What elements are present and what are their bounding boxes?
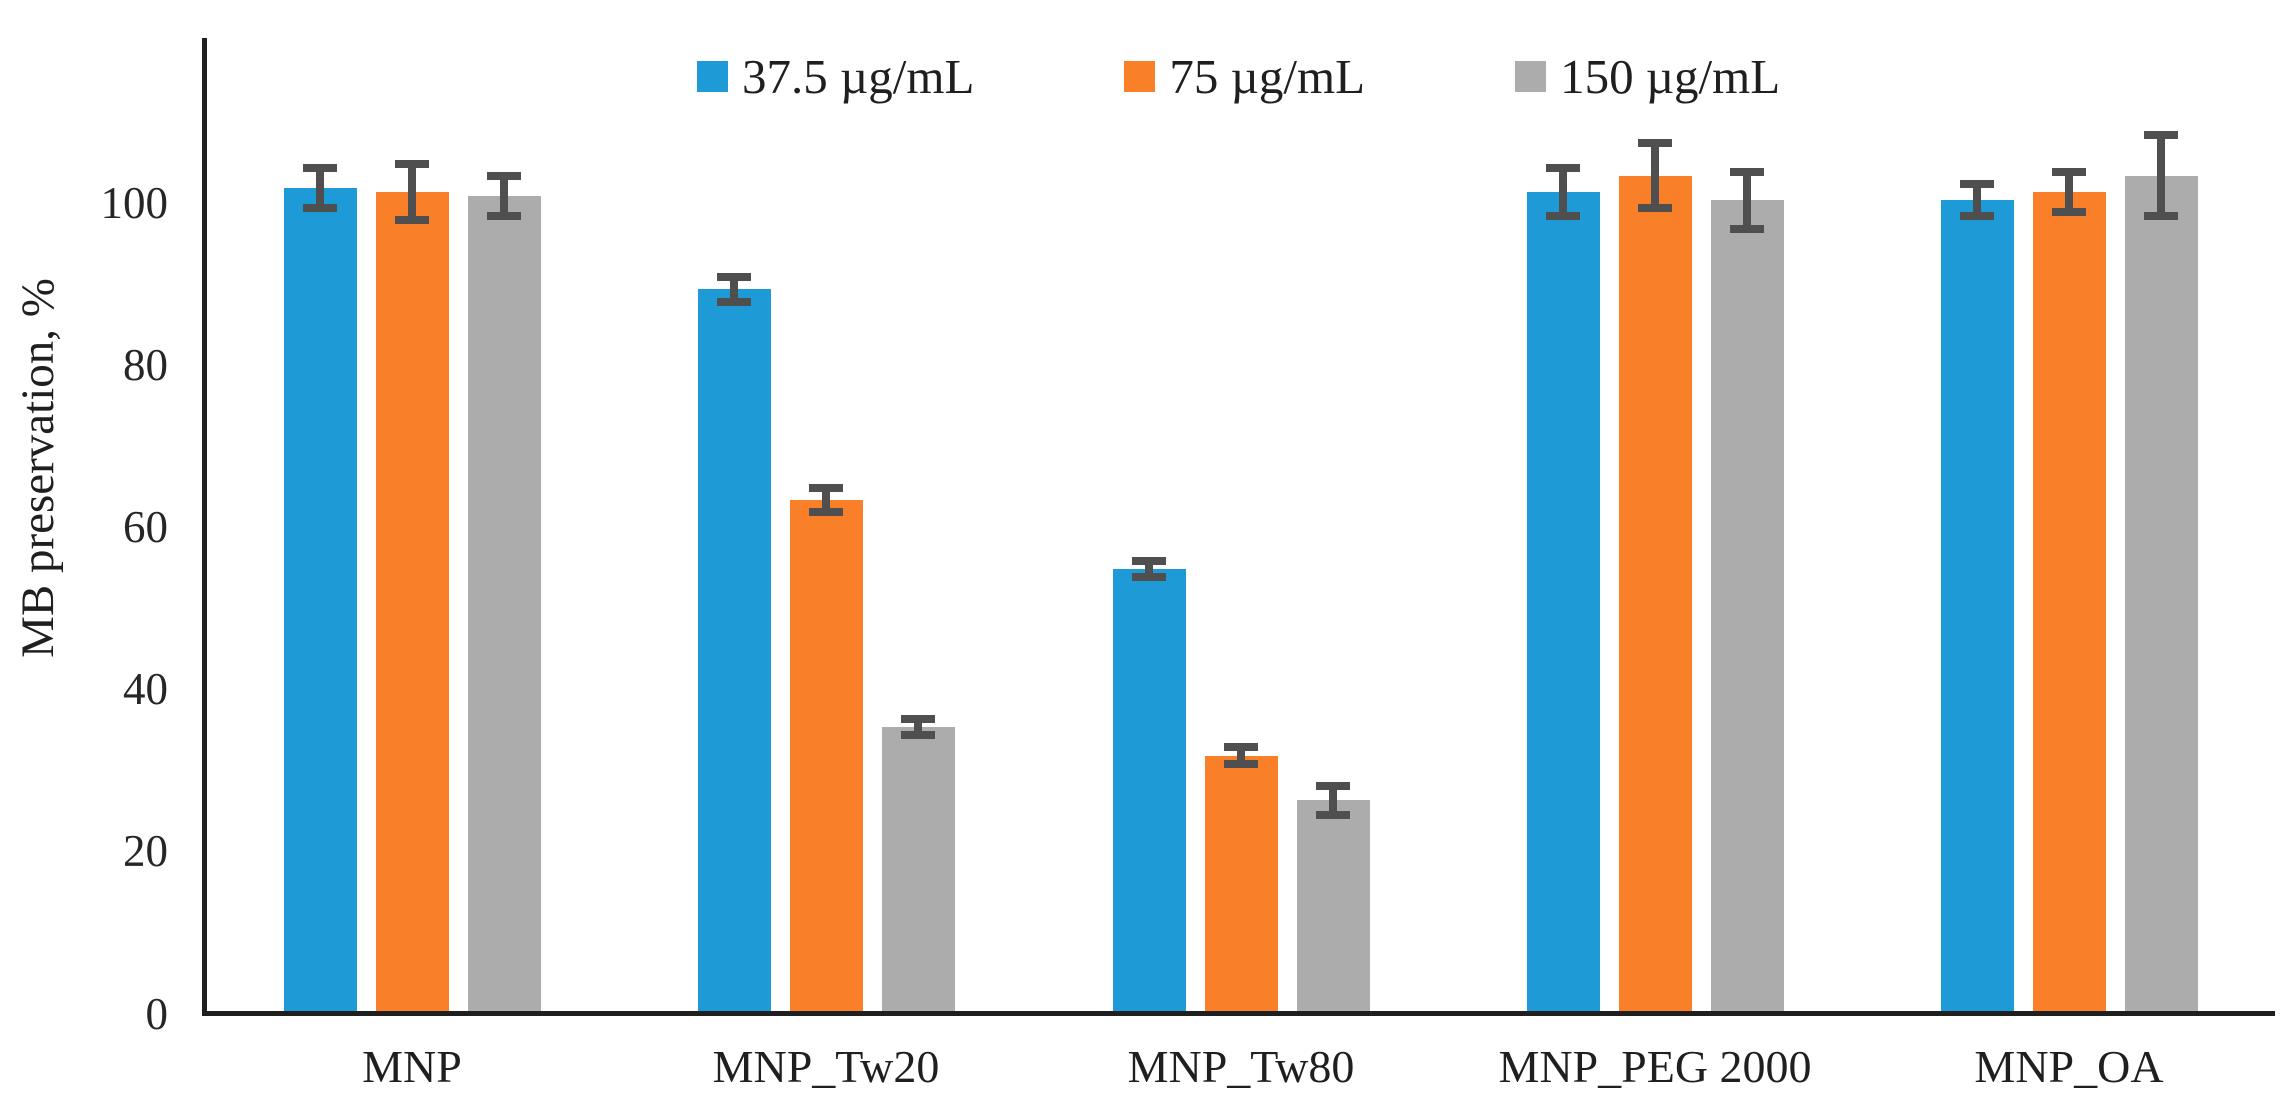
y-axis-line xyxy=(202,38,207,1016)
x-axis-line xyxy=(202,1011,2275,1016)
bar xyxy=(2124,175,2198,1011)
legend-item: 75 µg/mL xyxy=(1124,48,1365,105)
bar xyxy=(467,196,541,1011)
bar xyxy=(881,727,955,1011)
error-bar-stem xyxy=(408,163,416,221)
legend: 37.5 µg/mL 75 µg/mL 150 µg/mL xyxy=(697,48,1780,105)
error-bar-cap-bottom xyxy=(487,212,521,221)
x-category-label: MNP_Tw80 xyxy=(1127,1041,1355,1092)
bar xyxy=(283,188,357,1011)
legend-label: 37.5 µg/mL xyxy=(742,49,975,104)
error-bar-cap-top xyxy=(901,715,935,724)
error-bar-stem xyxy=(1237,747,1245,764)
error-bar-stem xyxy=(316,167,324,209)
error-bar-cap-top xyxy=(809,484,843,492)
bar xyxy=(1618,175,1692,1011)
bar xyxy=(789,500,863,1011)
bar xyxy=(2032,192,2106,1011)
error-bar-stem xyxy=(1145,560,1153,578)
error-bar-stem xyxy=(1743,171,1751,229)
error-bar-cap-bottom xyxy=(1730,224,1764,233)
error-bar-cap-top xyxy=(2052,167,2086,176)
error-bar-stem xyxy=(1973,183,1981,217)
error-bar-stem xyxy=(730,277,738,302)
bar xyxy=(697,289,771,1011)
error-bar-cap-top xyxy=(2144,131,2178,140)
error-bar-cap-top xyxy=(1730,167,1764,176)
error-bar-cap-top xyxy=(487,171,521,180)
y-tick-label: 100 xyxy=(100,177,169,228)
error-bar-stem xyxy=(500,175,508,217)
bar xyxy=(1710,200,1784,1011)
error-bar-cap-top xyxy=(1638,139,1672,148)
x-category-label: MNP_PEG 2000 xyxy=(1498,1041,1812,1092)
y-tick-label: 80 xyxy=(123,339,168,390)
error-bar-stem xyxy=(2065,171,2073,213)
legend-label: 75 µg/mL xyxy=(1169,49,1366,104)
error-bar-stem xyxy=(1559,167,1567,217)
error-bar-cap-bottom xyxy=(1638,204,1672,213)
legend-label: 150 µg/mL xyxy=(1560,49,1781,104)
legend-item: 150 µg/mL xyxy=(1515,48,1780,105)
error-bar-cap-bottom xyxy=(395,216,429,225)
error-bar-cap-bottom xyxy=(1132,573,1166,582)
error-bar-stem xyxy=(914,719,922,736)
error-bar-cap-bottom xyxy=(303,204,337,213)
bar xyxy=(1112,569,1186,1011)
error-bar-cap-top xyxy=(1546,163,1580,172)
error-bar-cap-bottom xyxy=(1546,212,1580,221)
bar xyxy=(1526,192,1600,1011)
error-bar-stem xyxy=(1329,785,1337,815)
legend-swatch-icon xyxy=(1515,61,1547,92)
error-bar-cap-top xyxy=(1316,781,1350,790)
error-bar-stem xyxy=(822,488,830,513)
y-tick-label: 60 xyxy=(123,502,168,552)
bar xyxy=(375,192,449,1011)
error-bar-stem xyxy=(2157,135,2165,217)
x-category-label: MNP xyxy=(362,1041,462,1092)
error-bar-stem xyxy=(1651,143,1659,209)
error-bar-cap-bottom xyxy=(901,731,935,740)
y-tick-label: 20 xyxy=(123,826,168,877)
error-bar-cap-bottom xyxy=(2052,208,2086,217)
error-bar-cap-bottom xyxy=(1316,810,1350,819)
y-tick-label: 40 xyxy=(123,664,168,715)
x-category-label: MNP_OA xyxy=(1974,1041,2164,1092)
error-bar-cap-bottom xyxy=(1960,212,1994,221)
error-bar-cap-bottom xyxy=(1224,759,1258,768)
error-bar-cap-top xyxy=(1224,743,1258,752)
error-bar-cap-top xyxy=(303,163,337,172)
bar xyxy=(1296,800,1370,1011)
error-bar-cap-top xyxy=(395,159,429,168)
bar xyxy=(1940,200,2014,1011)
legend-swatch-icon xyxy=(697,61,728,92)
error-bar-cap-bottom xyxy=(717,297,751,306)
x-category-label: MNP_Tw20 xyxy=(712,1041,940,1092)
legend-swatch-icon xyxy=(1124,61,1156,92)
y-tick-label: 0 xyxy=(145,988,169,1039)
error-bar-cap-bottom xyxy=(2144,212,2178,221)
error-bar-cap-top xyxy=(1960,179,1994,188)
error-bar-cap-bottom xyxy=(809,508,843,517)
bar xyxy=(1204,755,1278,1011)
error-bar-cap-top xyxy=(1132,556,1166,565)
error-bar-cap-top xyxy=(717,273,751,282)
legend-item: 37.5 µg/mL xyxy=(697,48,974,105)
